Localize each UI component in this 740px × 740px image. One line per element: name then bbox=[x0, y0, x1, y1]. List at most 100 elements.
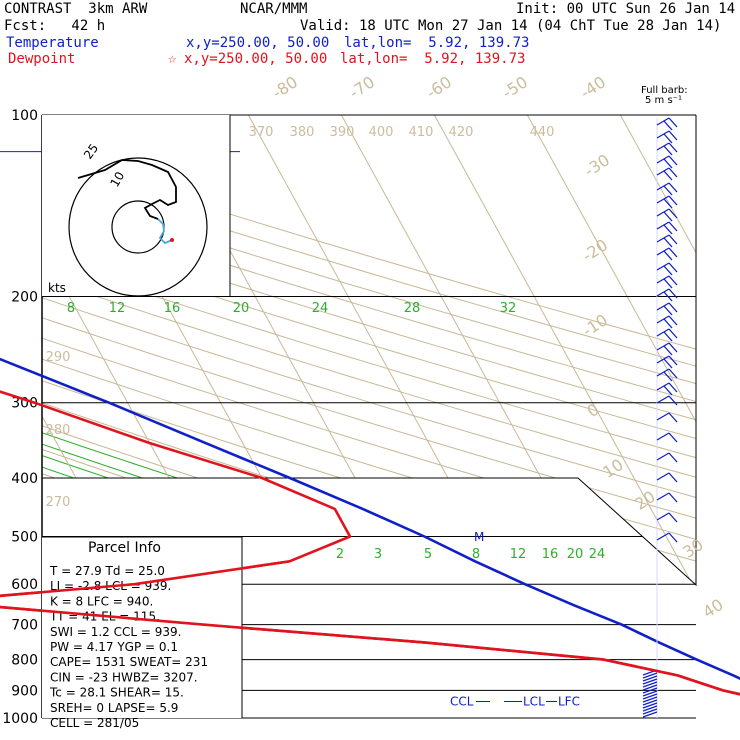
wind-barb bbox=[656, 155, 670, 164]
parcel-info-row: SWI = 1.2 CCL = 939. bbox=[50, 625, 181, 639]
melting-marker: M bbox=[474, 530, 484, 544]
isotherm-label: 10 bbox=[599, 455, 626, 482]
wind-barb-flag bbox=[668, 117, 678, 128]
barb-key-line2: 5 m s⁻¹ bbox=[645, 95, 682, 106]
theta-label: 270 bbox=[46, 495, 71, 510]
theta-label: 280 bbox=[46, 423, 71, 438]
wind-barb bbox=[642, 702, 658, 709]
wind-barb bbox=[656, 182, 670, 191]
isotherm-label: -40 bbox=[577, 72, 609, 102]
wind-barb bbox=[656, 130, 670, 139]
mixing-ratio-label: 5 bbox=[424, 547, 432, 562]
wind-barb-flag bbox=[668, 182, 678, 193]
legend-dewpoint-latlon: lat,lon= 5.92, 139.73 bbox=[340, 51, 526, 67]
wind-barb-flag bbox=[663, 145, 673, 156]
wind-barb-flag bbox=[663, 331, 673, 342]
wind-barb-flag bbox=[663, 318, 673, 329]
pressure-tick-label: 1000 bbox=[2, 711, 38, 727]
dewpoint-line-overlay bbox=[0, 560, 740, 696]
wind-barb-flag bbox=[663, 305, 673, 316]
wind-barb-flag bbox=[663, 158, 673, 169]
wind-barb bbox=[656, 532, 670, 541]
model-name: CONTRAST 3km ARW bbox=[4, 1, 148, 17]
mixing-ratio-line bbox=[606, 536, 696, 718]
dry-adiabat bbox=[42, 115, 696, 718]
wind-barb-flag bbox=[668, 315, 678, 326]
wind-barb bbox=[656, 234, 670, 243]
isotherm-line bbox=[240, 115, 588, 718]
isotherm-label: -20 bbox=[579, 235, 611, 265]
wind-barb bbox=[656, 512, 670, 521]
wind-barb bbox=[642, 684, 658, 691]
hodograph-bg bbox=[42, 115, 230, 296]
pressure-tick-label: 600 bbox=[11, 577, 38, 593]
dry-adiabat bbox=[42, 115, 696, 718]
wind-barb bbox=[656, 208, 670, 217]
wind-barb-flag bbox=[668, 368, 678, 379]
wind-barb bbox=[642, 672, 658, 679]
theta-label: 290 bbox=[46, 350, 71, 365]
wind-barb-flag bbox=[663, 345, 673, 356]
valid-time: Valid: 18 UTC Mon 27 Jan 14 (04 ChT Tue … bbox=[300, 18, 722, 34]
wind-barb-flag bbox=[663, 385, 673, 396]
mixing-ratio-label: 2 bbox=[336, 547, 344, 562]
dry-adiabat bbox=[42, 115, 696, 718]
wind-barb bbox=[656, 117, 670, 126]
parcel-info-row: SREH= 0 LAPSE= 5.9 bbox=[50, 701, 178, 715]
wind-barb bbox=[656, 452, 670, 461]
wind-barb bbox=[642, 708, 658, 715]
dry-adiabat bbox=[42, 115, 696, 718]
wind-barb-flag bbox=[663, 224, 673, 235]
wind-barb-flag bbox=[668, 167, 678, 178]
wind-barb bbox=[656, 382, 670, 391]
mixing-ratio-line bbox=[631, 536, 696, 718]
pressure-tick-label: 400 bbox=[11, 471, 38, 487]
wind-barb bbox=[642, 690, 658, 697]
isotherm-line bbox=[706, 102, 740, 731]
isotherm-label: 20 bbox=[631, 487, 658, 514]
theta-label: 380 bbox=[290, 125, 315, 140]
wind-barb bbox=[656, 328, 670, 337]
pressure-tick-label: 700 bbox=[11, 618, 38, 634]
wind-barb-flag bbox=[668, 328, 678, 339]
hodograph-trace bbox=[77, 159, 177, 220]
isotherm-label: 40 bbox=[699, 595, 726, 622]
parcel-info-row: PW = 4.17 YGP = 0.1 bbox=[50, 640, 178, 654]
dry-adiabat bbox=[42, 115, 696, 718]
wind-barb-flag bbox=[663, 133, 673, 144]
dry-adiabat bbox=[42, 115, 696, 718]
wind-barb-flag bbox=[663, 250, 673, 261]
isotherm-line bbox=[612, 115, 696, 718]
parcel-info-row: CAPE= 1531 SWEAT= 231 bbox=[50, 655, 208, 669]
wind-barb-flag bbox=[668, 302, 678, 313]
wind-barb bbox=[656, 275, 670, 284]
legend-temperature-xy: x,y=250.00, 50.00 bbox=[186, 35, 330, 51]
forecast-hour: Fcst: 42 h bbox=[4, 18, 106, 34]
wind-barb-flag bbox=[668, 275, 678, 286]
wind-barb-flag bbox=[668, 355, 678, 366]
theta-e-label: 16 bbox=[164, 301, 181, 316]
hodograph-ring bbox=[68, 157, 208, 297]
legend-temperature-label: Temperature bbox=[6, 35, 99, 51]
wind-barb-flag bbox=[663, 358, 673, 369]
wind-barb bbox=[656, 315, 670, 324]
wind-barb bbox=[656, 472, 670, 481]
wind-barb-flag bbox=[668, 532, 678, 543]
wind-barb bbox=[656, 288, 670, 297]
hodograph-trace-low bbox=[157, 218, 173, 245]
parcel-info-row: Tc = 28.1 SHEAR= 15. bbox=[49, 686, 184, 700]
wind-barb-flag bbox=[668, 247, 678, 258]
isotherm-label: -60 bbox=[423, 72, 455, 102]
isotherm-label: -80 bbox=[269, 72, 301, 102]
mixing-ratio-label: 24 bbox=[589, 547, 606, 562]
isotherm-line bbox=[519, 115, 696, 718]
wind-barb bbox=[642, 696, 658, 703]
wind-barb bbox=[642, 693, 658, 700]
wind-barb bbox=[656, 221, 670, 230]
wind-barb-flag bbox=[668, 130, 678, 141]
wind-barb bbox=[656, 302, 670, 311]
mixing-ratio-line bbox=[575, 536, 696, 718]
wind-barb bbox=[642, 681, 658, 688]
pressure-tick-label: 100 bbox=[11, 108, 38, 124]
